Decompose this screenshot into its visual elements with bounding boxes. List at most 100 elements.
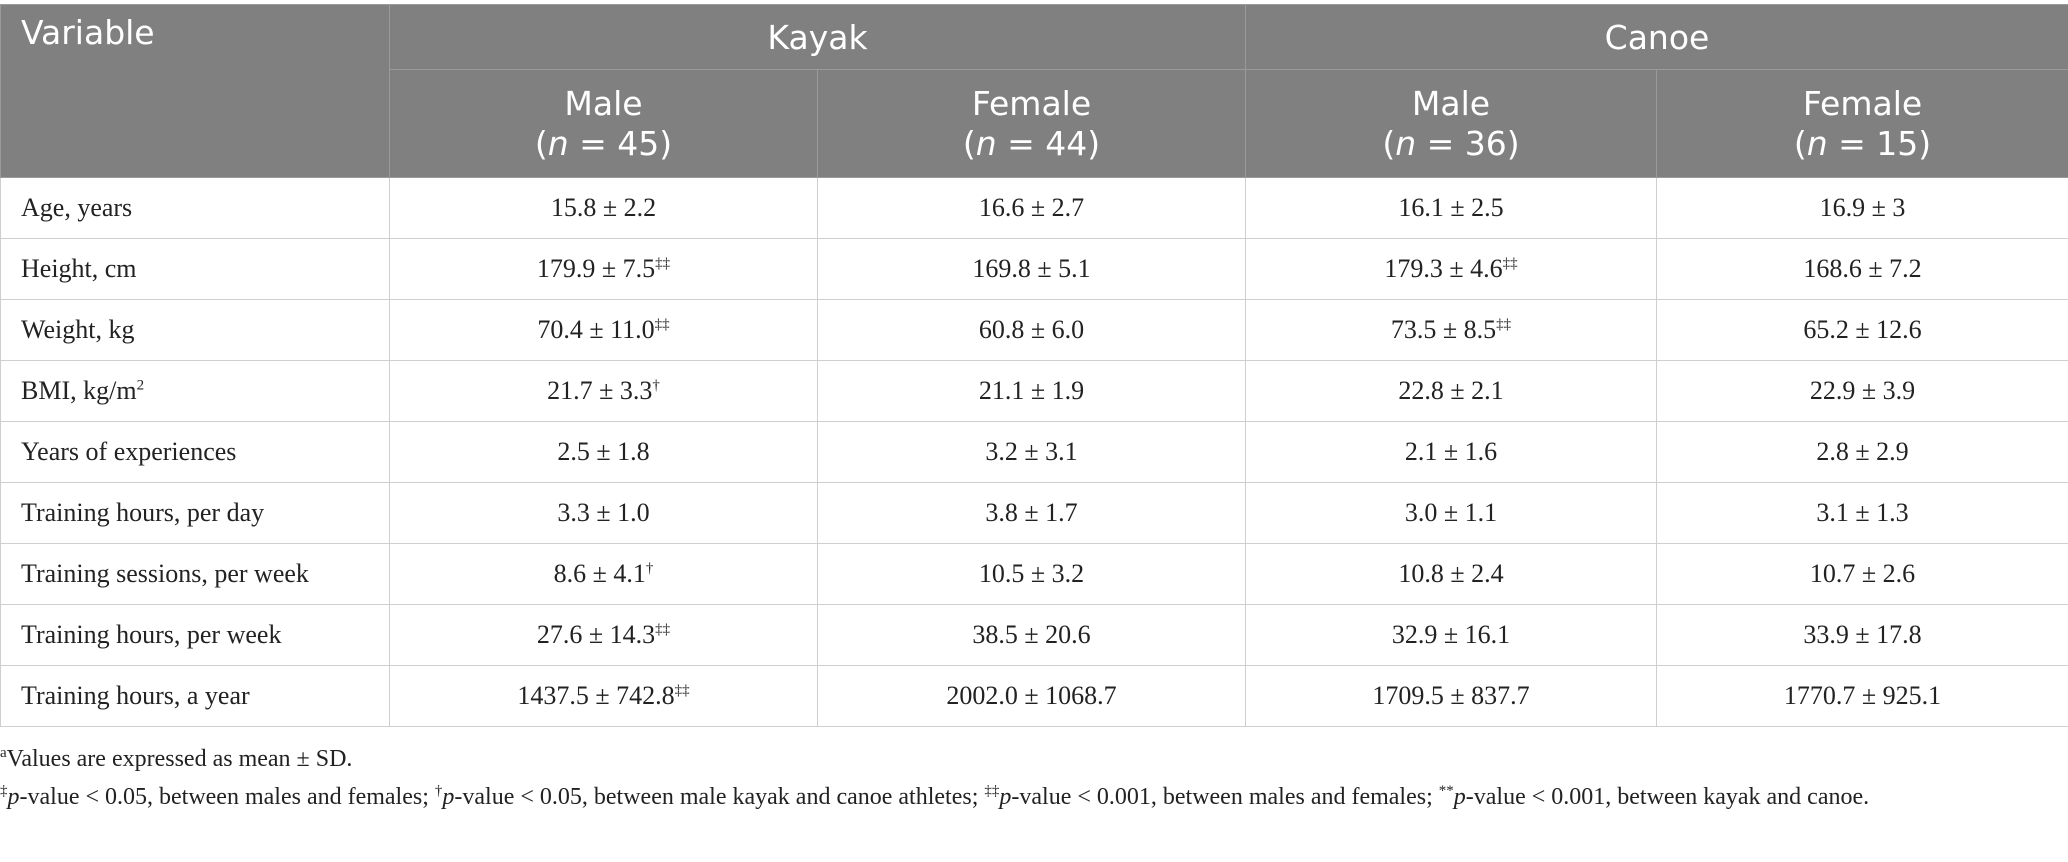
row-label-superscript: 2 [136,377,145,394]
cell-value: 27.6 ± 14.3 [536,620,656,649]
subheader-n-value: = 15) [1827,123,1932,163]
table-header: Variable Kayak Canoe Male (n = 45) Female… [0,4,2068,178]
table-cell: 1437.5 ± 742.8‡‡ [389,665,818,727]
footnote-p: p [7,784,20,810]
cell-value: 1709.5 ± 837.7 [1372,681,1530,710]
row-label-text: Weight, kg [21,315,135,344]
cell-value: 1770.7 ± 925.1 [1783,681,1942,710]
subheader-n-var: n [975,123,997,163]
subheader-canoe-female: Female (n = 15) [1655,69,2068,178]
cell-value: 38.5 ± 20.6 [972,620,1091,649]
row-label-text: Training sessions, per week [21,559,309,588]
significance-mark: ‡‡ [1502,255,1518,272]
table-cell: 169.8 ± 5.1 [817,238,1246,300]
cell-value: 168.6 ± 7.2 [1803,254,1922,283]
row-label-text: Years of experiences [21,437,237,466]
cell-value: 73.5 ± 8.5 [1390,315,1497,344]
cell-value: 70.4 ± 11.0 [537,315,655,344]
cell-value: 21.7 ± 3.3 [547,376,653,405]
subheader-n-value: = 36) [1416,123,1520,163]
table-cell: 10.7 ± 2.6 [1655,543,2068,605]
table-body: Age, years 15.8 ± 2.2 16.6 ± 2.7 16.1 ± 2.5… [0,177,2068,727]
cell-value: 10.8 ± 2.4 [1398,559,1504,588]
row-label-text: BMI, kg/m [21,376,137,405]
subheader-n-open: ( [534,123,548,163]
row-label: Weight, kg [0,299,390,361]
table-footnotes: aValues are expressed as mean ± SD. ‡p-v… [0,740,2050,816]
subheader-kayak-male: Male (n = 45) [389,69,818,178]
cell-value: 22.9 ± 3.9 [1809,376,1916,405]
cell-value: 179.3 ± 4.6 [1384,254,1503,283]
row-label-text: Training hours, per week [21,620,282,649]
footnote-text: -value < 0.001, between males and female… [1011,784,1439,810]
table-cell: 2002.0 ± 1068.7 [817,665,1246,727]
row-label: Training hours, per week [0,604,390,666]
footnote-text: -value < 0.05, between males and females… [19,784,435,810]
table-cell: 10.5 ± 3.2 [817,543,1246,605]
row-label: Training hours, a year [0,665,390,727]
table-row: Years of experiences 2.5 ± 1.8 3.2 ± 3.1 2.… [0,421,2068,483]
table-cell: 21.7 ± 3.3† [389,360,818,422]
table-cell: 1709.5 ± 837.7 [1245,665,1657,727]
variable-header: Variable [0,4,390,178]
table-cell: 10.8 ± 2.4 [1245,543,1657,605]
table-cell: 1770.7 ± 925.1 [1655,665,2068,727]
footnote-significance: ‡p-value < 0.05, between males and femal… [0,778,2050,816]
subheader-kayak-female: Female (n = 44) [817,69,1246,178]
table-cell: 73.5 ± 8.5‡‡ [1245,299,1657,361]
table-cell: 70.4 ± 11.0‡‡ [389,299,818,361]
footnote-mark: ** [1438,783,1454,799]
table-cell: 32.9 ± 16.1 [1245,604,1657,666]
cell-value: 2002.0 ± 1068.7 [946,681,1117,710]
footnote-mark: † [434,783,443,799]
subheader-n-var: n [547,123,569,163]
cell-value: 3.8 ± 1.7 [985,498,1078,527]
cell-value: 3.1 ± 1.3 [1816,498,1909,527]
table-cell: 38.5 ± 20.6 [817,604,1246,666]
cell-value: 21.1 ± 1.9 [978,376,1085,405]
cell-value: 2.5 ± 1.8 [557,437,650,466]
subheader-sex: Female [971,83,1092,123]
row-label-text: Training hours, a year [21,681,250,710]
cell-value: 3.0 ± 1.1 [1404,498,1498,527]
table-container: Variable Kayak Canoe Male (n = 45) Female… [0,4,2068,727]
row-label: Years of experiences [0,421,390,483]
table-cell: 65.2 ± 12.6 [1655,299,2068,361]
table-cell: 179.9 ± 7.5‡‡ [389,238,818,300]
cell-value: 1437.5 ± 742.8 [517,681,675,710]
table-cell: 16.9 ± 3 [1655,177,2068,239]
footnote-text: Values are expressed as mean ± SD. [6,746,353,772]
table-cell: 60.8 ± 6.0 [817,299,1246,361]
subheader-sex: Female [1802,83,1923,123]
footnote-mark: a [0,745,7,761]
cell-value: 8.6 ± 4.1 [553,559,646,588]
significance-mark: ‡‡ [1496,316,1512,333]
athlete-characteristics-table: Variable Kayak Canoe Male (n = 45) Female… [0,4,2068,727]
table-row: Training hours, per day 3.3 ± 1.0 3.8 ± 1.… [0,482,2068,544]
table-cell: 8.6 ± 4.1† [389,543,818,605]
header-row-subgroups: Male (n = 45) Female (n = 44) Male (n = 36)… [1,69,2068,178]
subheader-canoe-male: Male (n = 36) [1245,69,1657,178]
cell-value: 16.9 ± 3 [1819,193,1906,222]
cell-value: 16.6 ± 2.7 [978,193,1085,222]
table-cell: 179.3 ± 4.6‡‡ [1245,238,1657,300]
cell-value: 2.8 ± 2.9 [1816,437,1909,466]
footnote-p: p [1453,784,1466,810]
group-header-canoe: Canoe [1244,4,2068,70]
footnote-p: p [999,784,1012,810]
significance-mark: ‡‡ [655,621,671,638]
cell-value: 3.2 ± 3.1 [985,437,1078,466]
footnote-text: -value < 0.001, between kayak and canoe. [1465,784,1870,810]
table-cell: 22.9 ± 3.9 [1655,360,2068,422]
table-cell: 3.8 ± 1.7 [817,482,1246,544]
subheader-sex: Male [564,83,643,123]
table-cell: 168.6 ± 7.2 [1655,238,2068,300]
footnote-values: aValues are expressed as mean ± SD. [0,740,2050,778]
table-row: Training hours, per week 27.6 ± 14.3‡‡ 38.… [0,604,2068,666]
row-label: Age, years [0,177,390,239]
significance-mark: † [652,377,660,394]
table-cell: 2.5 ± 1.8 [389,421,818,483]
subheader-n-open: ( [1793,123,1807,163]
table-cell: 2.8 ± 2.9 [1655,421,2068,483]
row-label: BMI, kg/m2 [0,360,390,422]
